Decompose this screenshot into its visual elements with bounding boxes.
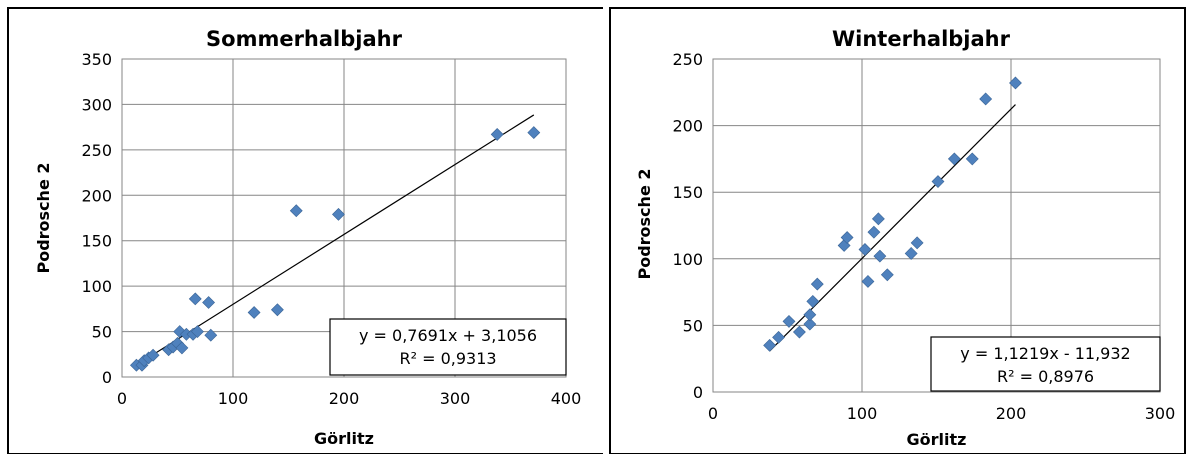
regression-equation: y = 0,7691x + 3,1056 bbox=[359, 326, 537, 345]
plot-area bbox=[712, 58, 1161, 393]
data-point bbox=[792, 325, 806, 339]
data-point bbox=[188, 292, 202, 306]
y-axis-label: Podrosche 2 bbox=[34, 162, 53, 273]
data-point bbox=[947, 152, 961, 166]
y-tick-label: 50 bbox=[683, 316, 703, 335]
data-point bbox=[490, 127, 504, 141]
y-tick-label: 0 bbox=[102, 368, 112, 387]
y-tick-label: 350 bbox=[81, 50, 112, 69]
x-tick-label: 100 bbox=[218, 389, 249, 408]
x-tick-label: 0 bbox=[117, 389, 127, 408]
y-tick-label: 50 bbox=[92, 323, 112, 342]
data-point bbox=[289, 204, 303, 218]
sommerhalbjahr-chart: 0 50 100 150 200 250 300 350 0 100 200 300 400 Sommer… bbox=[7, 7, 603, 454]
chart-title: Sommerhalbjahr bbox=[206, 27, 403, 51]
y-tick-label: 100 bbox=[672, 250, 703, 269]
data-point bbox=[803, 308, 817, 322]
data-point bbox=[858, 243, 872, 256]
data-point bbox=[763, 338, 777, 352]
y-tick-label: 100 bbox=[81, 277, 112, 296]
x-tick-label: 200 bbox=[329, 389, 360, 408]
y-tick-label: 0 bbox=[693, 383, 703, 402]
data-point bbox=[175, 341, 189, 355]
y-tick-label: 150 bbox=[81, 232, 112, 251]
plot-area bbox=[121, 58, 567, 378]
y-tick-label: 150 bbox=[672, 183, 703, 202]
data-point bbox=[202, 296, 216, 309]
x-tick-label: 0 bbox=[708, 404, 718, 423]
x-tick-label: 300 bbox=[440, 389, 471, 408]
regression-equation: y = 1,1219x - 11,932 bbox=[960, 344, 1130, 363]
chart-svg: 0 50 100 150 200 250 300 350 0 100 200 300 400 Sommer… bbox=[7, 7, 603, 454]
data-point bbox=[871, 212, 885, 226]
data-point bbox=[191, 325, 204, 338]
data-point bbox=[931, 175, 945, 188]
x-axis-label: Görlitz bbox=[314, 429, 374, 448]
x-tick-label: 200 bbox=[996, 404, 1027, 423]
trendline bbox=[136, 114, 535, 366]
data-point bbox=[247, 306, 261, 319]
data-point bbox=[910, 236, 924, 250]
x-tick-label: 400 bbox=[551, 389, 582, 408]
data-point bbox=[979, 92, 993, 106]
x-tick-label: 100 bbox=[847, 404, 878, 423]
chart-title: Winterhalbjahr bbox=[832, 27, 1011, 51]
regression-box bbox=[329, 318, 567, 376]
x-tick-label: 300 bbox=[1145, 404, 1176, 423]
data-point bbox=[840, 231, 854, 244]
data-point bbox=[527, 126, 541, 140]
data-point bbox=[782, 314, 796, 328]
data-point bbox=[873, 249, 887, 263]
data-point bbox=[861, 275, 875, 288]
y-tick-label: 250 bbox=[672, 50, 703, 69]
data-point bbox=[270, 303, 284, 317]
data-point bbox=[204, 328, 218, 342]
chart-svg: 0 50 100 150 200 250 0 100 200 300 Winterhalbjahr G… bbox=[609, 7, 1186, 454]
data-point bbox=[880, 268, 894, 282]
y-axis-label: Podrosche 2 bbox=[635, 168, 654, 279]
y-tick-label: 250 bbox=[81, 141, 112, 160]
y-tick-label: 200 bbox=[81, 186, 112, 205]
data-point bbox=[965, 152, 979, 166]
data-point bbox=[332, 207, 345, 221]
r-squared-label: R² = 0,9313 bbox=[399, 349, 496, 368]
chart-border bbox=[7, 7, 603, 454]
y-tick-label: 200 bbox=[672, 117, 703, 136]
data-point bbox=[772, 330, 785, 344]
data-point bbox=[806, 294, 820, 308]
data-point bbox=[867, 225, 881, 239]
data-point bbox=[1009, 76, 1022, 90]
data-point bbox=[810, 277, 824, 291]
r-squared-label: R² = 0,8976 bbox=[997, 367, 1094, 386]
winterhalbjahr-chart: 0 50 100 150 200 250 0 100 200 300 Winterhalbjahr G… bbox=[603, 0, 1188, 454]
regression-box bbox=[930, 336, 1161, 392]
data-point bbox=[146, 348, 160, 362]
data-point bbox=[904, 247, 918, 260]
y-tick-label: 300 bbox=[81, 95, 112, 114]
x-axis-label: Görlitz bbox=[907, 430, 967, 449]
data-point bbox=[803, 317, 817, 331]
